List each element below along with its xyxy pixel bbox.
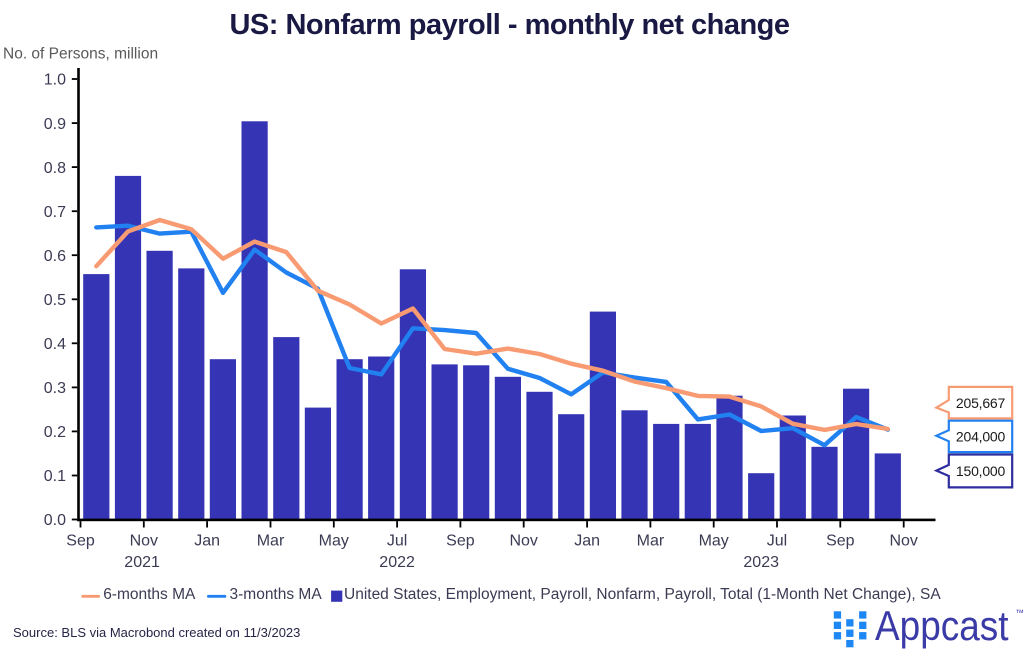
svg-text:Jul: Jul: [767, 533, 787, 550]
svg-text:6-months MA: 6-months MA: [103, 586, 196, 603]
svg-text:0.9: 0.9: [44, 116, 66, 133]
svg-text:Jan: Jan: [194, 533, 220, 550]
svg-text:Mar: Mar: [637, 533, 665, 550]
svg-text:May: May: [319, 533, 349, 550]
svg-text:™: ™: [1016, 608, 1024, 618]
svg-text:Source: BLS via Macrobond crea: Source: BLS via Macrobond created on 11/…: [13, 625, 300, 640]
svg-text:No. of Persons, million: No. of Persons, million: [3, 46, 158, 63]
svg-text:Sep: Sep: [66, 533, 95, 550]
svg-text:0.1: 0.1: [44, 468, 66, 485]
svg-text:1.0: 1.0: [44, 72, 66, 89]
svg-text:3-months MA: 3-months MA: [230, 586, 323, 603]
svg-text:Mar: Mar: [257, 533, 285, 550]
svg-text:Appcast: Appcast: [875, 602, 1009, 649]
svg-text:0.7: 0.7: [44, 204, 66, 221]
svg-text:Jul: Jul: [387, 533, 407, 550]
svg-text:Nov: Nov: [889, 533, 917, 550]
svg-text:US: Nonfarm payroll - monthly: US: Nonfarm payroll - monthly net change: [229, 9, 789, 41]
svg-text:Sep: Sep: [826, 533, 855, 550]
svg-text:2022: 2022: [379, 554, 415, 571]
svg-text:Jan: Jan: [574, 533, 600, 550]
svg-text:2021: 2021: [124, 554, 160, 571]
svg-text:United States, Employment, Pay: United States, Employment, Payroll, Nonf…: [344, 586, 941, 603]
svg-text:0.0: 0.0: [44, 512, 66, 529]
svg-text:2023: 2023: [743, 554, 779, 571]
svg-text:0.4: 0.4: [44, 336, 66, 353]
svg-text:0.2: 0.2: [44, 424, 66, 441]
svg-text:May: May: [699, 533, 729, 550]
svg-text:0.5: 0.5: [44, 292, 66, 309]
svg-text:205,667: 205,667: [956, 395, 1006, 411]
svg-text:0.8: 0.8: [44, 160, 66, 177]
svg-text:Nov: Nov: [509, 533, 537, 550]
svg-text:Nov: Nov: [130, 533, 158, 550]
svg-text:Sep: Sep: [446, 533, 475, 550]
svg-text:150,000: 150,000: [956, 463, 1006, 479]
svg-text:204,000: 204,000: [956, 429, 1006, 445]
svg-text:0.3: 0.3: [44, 380, 66, 397]
svg-text:0.6: 0.6: [44, 248, 66, 265]
